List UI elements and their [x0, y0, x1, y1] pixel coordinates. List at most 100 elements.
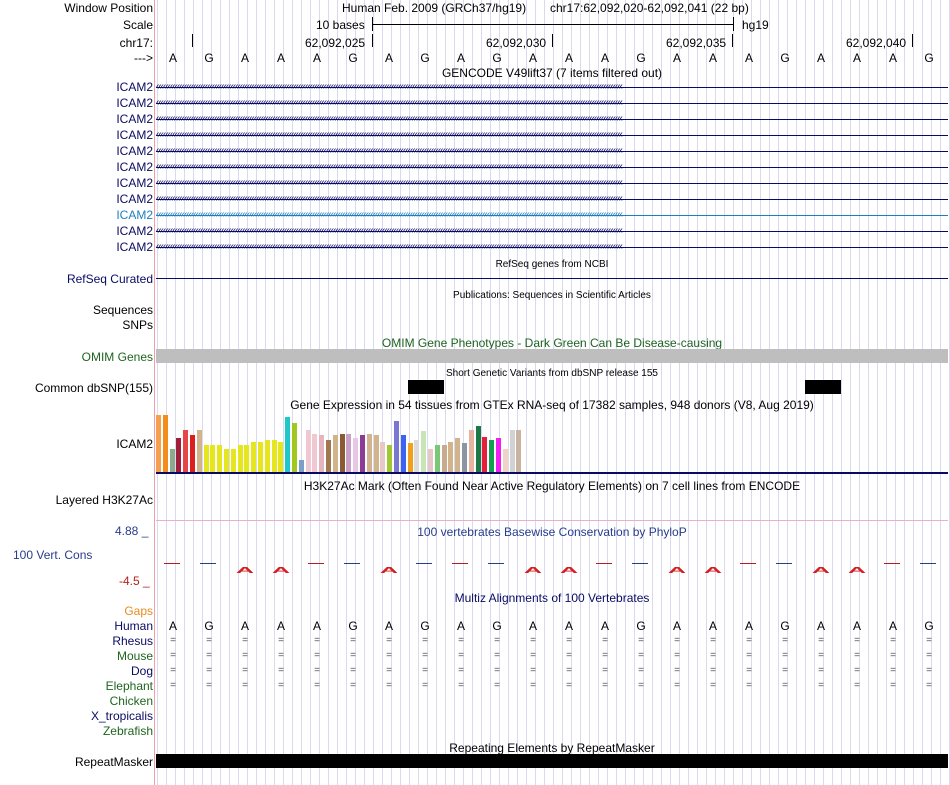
gtex-tissue-bar[interactable]	[210, 445, 216, 472]
species-label[interactable]: Human	[114, 619, 153, 633]
species-label[interactable]: Mouse	[116, 649, 153, 663]
refseq-gene-line[interactable]	[156, 278, 948, 279]
gtex-tissue-bar[interactable]	[258, 442, 263, 472]
gencode-transcript-line[interactable]	[156, 151, 948, 152]
gencode-transcript-label[interactable]: ICAM2	[116, 192, 153, 206]
gtex-bar-chart[interactable]	[156, 412, 556, 472]
gtex-tissue-bar[interactable]	[183, 430, 189, 472]
gencode-transcript-line[interactable]	[156, 87, 948, 88]
gencode-transcript-line[interactable]	[156, 247, 948, 248]
publications-sequences-label[interactable]: Sequences	[92, 303, 153, 317]
species-label[interactable]: Rhesus	[112, 634, 153, 648]
gencode-transcript-line[interactable]	[156, 199, 948, 200]
gtex-tissue-bar[interactable]	[482, 437, 488, 472]
gencode-transcript-label[interactable]: ICAM2	[116, 208, 153, 222]
omim-gene-bar[interactable]	[156, 349, 948, 363]
gtex-tissue-bar[interactable]	[271, 440, 277, 472]
gtex-tissue-bar[interactable]	[496, 438, 501, 472]
gencode-transcript-line[interactable]	[156, 103, 948, 104]
gtex-tissue-bar[interactable]	[312, 434, 318, 472]
gtex-tissue-bar[interactable]	[190, 435, 195, 472]
gtex-tissue-bar[interactable]	[468, 430, 474, 472]
gencode-transcript-line[interactable]	[156, 183, 948, 184]
gtex-tissue-bar[interactable]	[326, 440, 331, 472]
gencode-transcript-label[interactable]: ICAM2	[116, 240, 153, 254]
gtex-tissue-bar[interactable]	[353, 438, 359, 472]
gtex-tissue-bar[interactable]	[305, 430, 311, 472]
omim-track-label[interactable]: OMIM Genes	[81, 350, 153, 364]
gtex-tissue-bar[interactable]	[244, 445, 250, 472]
gtex-tissue-bar[interactable]	[421, 431, 427, 472]
gtex-tissue-bar[interactable]	[298, 460, 304, 472]
gtex-tissue-bar[interactable]	[237, 445, 243, 472]
gencode-transcript-line[interactable]	[156, 119, 948, 120]
gtex-tissue-bar[interactable]	[462, 443, 467, 472]
gtex-tissue-bar[interactable]	[319, 435, 325, 472]
gtex-tissue-bar[interactable]	[332, 435, 338, 472]
gtex-tissue-bar[interactable]	[400, 435, 406, 472]
gencode-transcript-line[interactable]	[156, 135, 948, 136]
gtex-tissue-bar[interactable]	[346, 434, 352, 472]
gtex-tissue-bar[interactable]	[203, 445, 209, 472]
gtex-tissue-bar[interactable]	[169, 449, 175, 472]
gtex-tissue-bar[interactable]	[162, 415, 168, 472]
gtex-tissue-bar[interactable]	[414, 440, 420, 472]
gtex-tissue-bar[interactable]	[360, 435, 365, 472]
species-label[interactable]: X_tropicalis	[90, 709, 153, 723]
gtex-tissue-bar[interactable]	[448, 442, 454, 472]
gtex-tissue-bar[interactable]	[230, 449, 236, 472]
gtex-tissue-bar[interactable]	[502, 449, 508, 472]
gencode-transcript-label[interactable]: ICAM2	[116, 96, 153, 110]
gtex-tissue-bar[interactable]	[176, 438, 182, 472]
phylop-track-label[interactable]: 100 Vert. Cons	[13, 548, 93, 562]
gencode-transcript-label[interactable]: ICAM2	[116, 144, 153, 158]
gtex-tissue-bar[interactable]	[441, 445, 447, 472]
gtex-tissue-bar[interactable]	[373, 435, 379, 472]
gtex-tissue-bar[interactable]	[434, 445, 440, 472]
gtex-tissue-bar[interactable]	[339, 434, 345, 472]
gtex-tissue-bar[interactable]	[509, 430, 515, 472]
gtex-tissue-bar[interactable]	[251, 442, 257, 472]
gtex-tissue-bar[interactable]	[516, 430, 522, 472]
species-label[interactable]: Chicken	[109, 694, 153, 708]
repeatmasker-track-label[interactable]: RepeatMasker	[74, 755, 153, 769]
gtex-tissue-bar[interactable]	[278, 442, 284, 472]
dbsnp-track-label[interactable]: Common dbSNP(155)	[34, 381, 153, 395]
snp-variant[interactable]	[805, 380, 841, 394]
gtex-tissue-bar[interactable]	[156, 415, 161, 472]
h3k27ac-track-label[interactable]: Layered H3K27Ac	[55, 493, 153, 507]
snp-variant[interactable]	[408, 380, 444, 394]
gtex-tissue-bar[interactable]	[292, 423, 297, 472]
species-label[interactable]: Dog	[130, 664, 153, 678]
gencode-transcript-label[interactable]: ICAM2	[116, 80, 153, 94]
gtex-tissue-bar[interactable]	[366, 434, 372, 472]
gtex-track-label[interactable]: ICAM2	[116, 437, 153, 451]
gtex-tissue-bar[interactable]	[224, 449, 229, 472]
gtex-tissue-bar[interactable]	[475, 426, 481, 472]
gtex-tissue-bar[interactable]	[285, 417, 291, 472]
gencode-transcript-label[interactable]: ICAM2	[116, 176, 153, 190]
gtex-tissue-bar[interactable]	[387, 445, 393, 472]
gtex-tissue-bar[interactable]	[264, 440, 270, 472]
repeat-element-bar[interactable]	[156, 754, 948, 768]
gtex-tissue-bar[interactable]	[196, 430, 202, 472]
refseq-track-label[interactable]: RefSeq Curated	[66, 272, 153, 286]
gencode-transcript-label[interactable]: ICAM2	[116, 112, 153, 126]
gtex-tissue-bar[interactable]	[407, 443, 413, 472]
gtex-tissue-bar[interactable]	[380, 442, 386, 472]
gtex-tissue-bar[interactable]	[428, 449, 433, 472]
gtex-tissue-bar[interactable]	[394, 421, 399, 472]
publications-snps-label[interactable]: SNPs	[122, 318, 153, 332]
gtex-tissue-bar[interactable]	[217, 445, 223, 472]
species-label[interactable]: Elephant	[105, 679, 153, 693]
gencode-transcript-label[interactable]: ICAM2	[116, 128, 153, 142]
gtex-tissue-bar[interactable]	[489, 440, 495, 472]
multiz-gaps-label[interactable]: Gaps	[124, 604, 153, 618]
gencode-transcript-label[interactable]: ICAM2	[116, 224, 153, 238]
species-label[interactable]: Zebrafish	[102, 724, 153, 738]
gencode-transcript-label[interactable]: ICAM2	[116, 160, 153, 174]
gtex-tissue-bar[interactable]	[455, 438, 461, 472]
gencode-transcript-line[interactable]	[156, 167, 948, 168]
gencode-transcript-line[interactable]	[156, 231, 948, 232]
